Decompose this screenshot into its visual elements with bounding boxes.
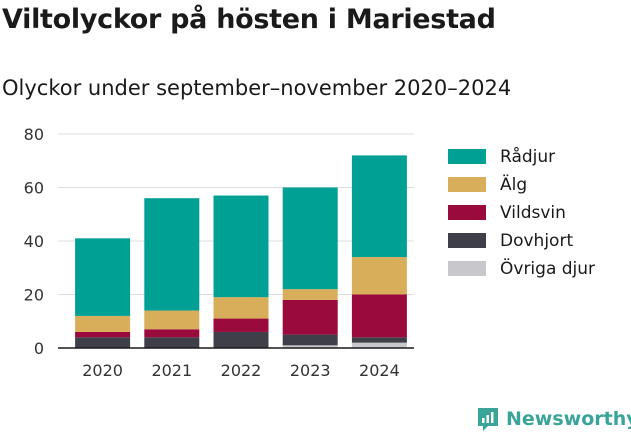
bar-segment-2024-övriga-djur: [351, 342, 407, 348]
bar-segment-2022-vildsvin: [213, 318, 269, 332]
bar-segment-2020-älg: [75, 315, 131, 332]
bar-segment-2020-dovhjort: [75, 337, 131, 348]
bar-segment-2021-vildsvin: [144, 329, 200, 338]
legend-swatch: [448, 177, 486, 192]
chart-subtitle: Olyckor under september–november 2020–20…: [2, 76, 512, 100]
bar-segment-2020-vildsvin: [75, 331, 131, 338]
y-tick-label: 80: [24, 125, 44, 144]
bar-segment-2023-övriga-djur: [282, 345, 338, 348]
bar-segment-2022-dovhjort: [213, 331, 269, 348]
bar-segment-2024-älg: [351, 257, 407, 295]
bar-segment-2024-rådjur: [351, 155, 407, 258]
legend-swatch: [448, 233, 486, 248]
x-tick-label: 2024: [359, 361, 400, 380]
y-tick-label: 20: [24, 286, 44, 305]
y-axis-ticks: 0 20 40 60 80: [24, 125, 44, 358]
x-tick-label: 2022: [221, 361, 262, 380]
bars: [75, 155, 407, 348]
x-axis-ticks: 2020 2021 2022 2023 2024: [82, 361, 400, 380]
legend-swatch: [448, 261, 486, 276]
bar-segment-2023-rådjur: [282, 187, 338, 290]
y-tick-label: 0: [34, 339, 44, 358]
x-tick-label: 2023: [290, 361, 331, 380]
legend-label: Vildsvin: [500, 203, 566, 223]
newsworthy-logo: Newsworthy: [476, 406, 631, 432]
bar-segment-2022-rådjur: [213, 195, 269, 298]
bar-segment-2024-vildsvin: [351, 294, 407, 338]
x-tick-label: 2020: [82, 361, 123, 380]
bar-segment-2021-dovhjort: [144, 337, 200, 348]
bar-segment-2020-rådjur: [75, 238, 131, 316]
legend: Rådjur Älg Vildsvin Dovhjort Övriga djur: [448, 146, 595, 279]
y-tick-label: 60: [24, 179, 44, 198]
legend-label: Rådjur: [500, 146, 555, 167]
bar-segment-2024-dovhjort: [351, 337, 407, 343]
y-tick-label: 40: [24, 232, 44, 251]
bar-segment-2023-dovhjort: [282, 334, 338, 346]
bar-segment-2023-älg: [282, 289, 338, 300]
legend-swatch: [448, 149, 486, 164]
brand-name: Newsworthy: [506, 408, 631, 430]
x-tick-label: 2021: [151, 361, 192, 380]
newsworthy-icon: [478, 408, 498, 431]
bar-segment-2022-älg: [213, 297, 269, 319]
chart-title: Viltolyckor på hösten i Mariestad: [2, 4, 496, 35]
bar-segment-2021-älg: [144, 310, 200, 330]
legend-label: Övriga djur: [500, 257, 595, 279]
bar-segment-2021-rådjur: [144, 198, 200, 311]
legend-label: Älg: [500, 174, 527, 195]
legend-swatch: [448, 205, 486, 220]
legend-label: Dovhjort: [500, 231, 573, 251]
bar-segment-2023-vildsvin: [282, 299, 338, 335]
